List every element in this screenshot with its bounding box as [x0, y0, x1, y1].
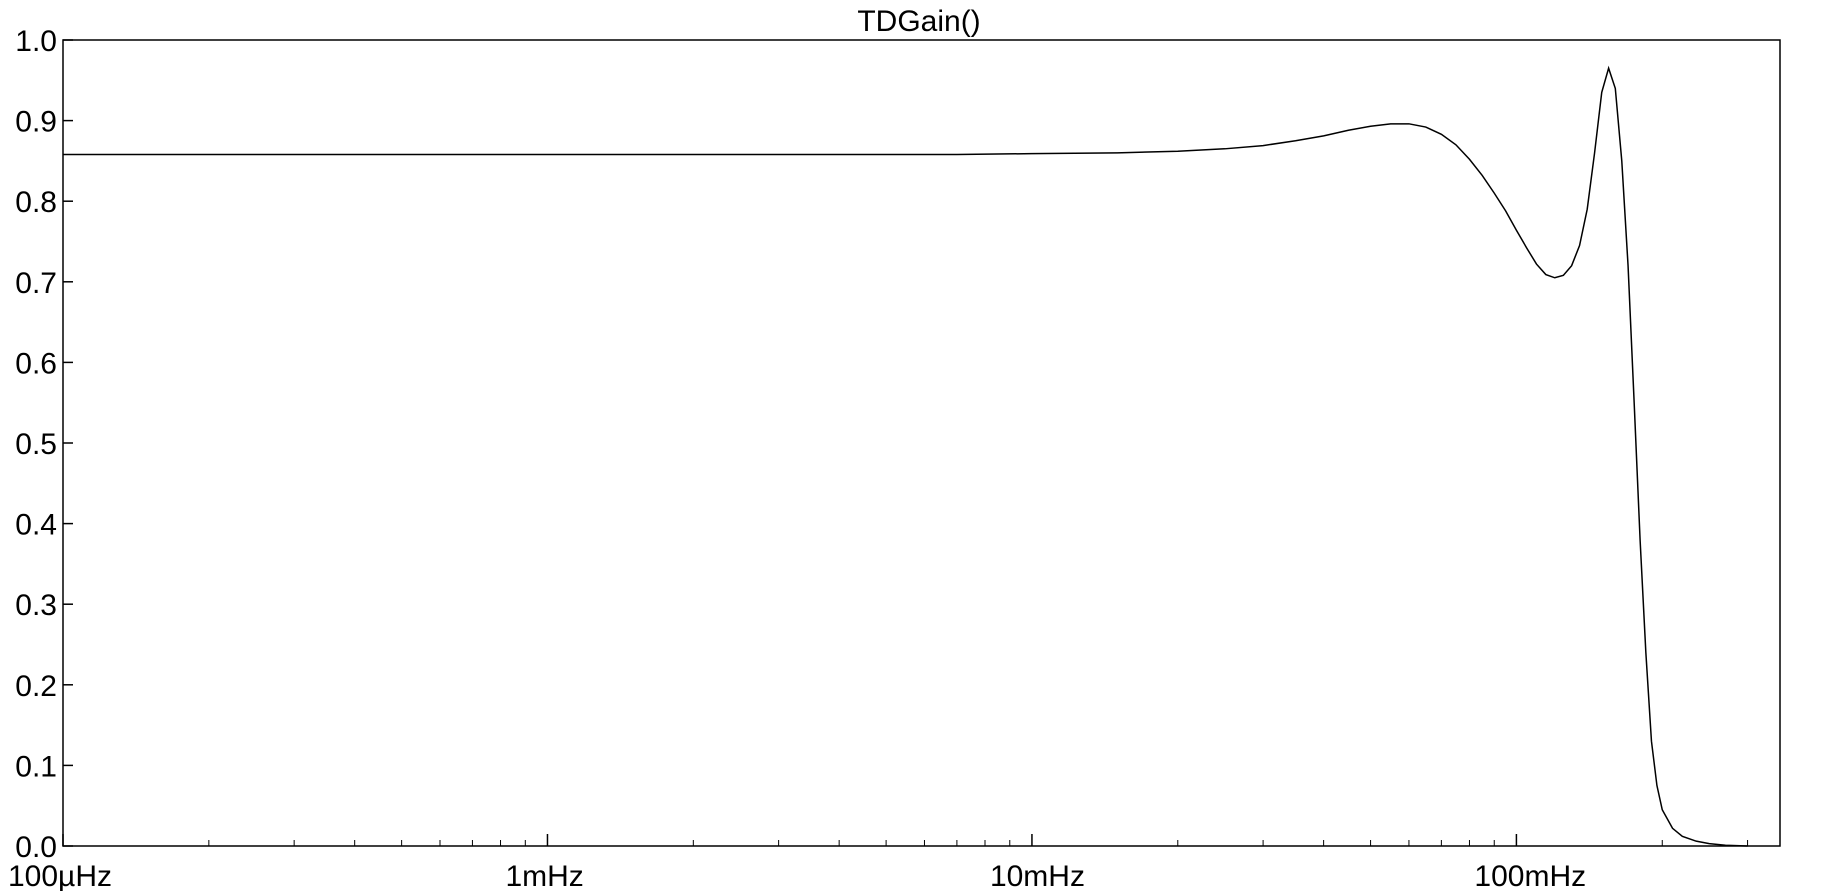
y-tick-label: 0.1 [15, 750, 57, 783]
y-tick-label: 0.2 [15, 670, 57, 703]
y-tick-label: 0.4 [15, 509, 57, 542]
series-line [63, 65, 1748, 847]
chart-title: TDGain() [857, 5, 980, 38]
x-tick-label: 1mHz [505, 860, 583, 891]
x-axis: 100µHz 1mHz 10mHz 100mHz [8, 834, 1749, 891]
y-tick-label: 0.8 [15, 186, 57, 219]
y-tick-label: 0.5 [15, 428, 57, 461]
x-tick-label: 100mHz [1474, 860, 1586, 891]
x-tick-label: 100µHz [8, 860, 112, 891]
y-tick-label: 0.6 [15, 347, 57, 380]
x-tick-label: 10mHz [990, 860, 1085, 891]
y-tick-label: 0.0 [15, 831, 57, 864]
y-tick-label: 1.0 [15, 25, 57, 58]
plot-frame [62, 39, 1781, 847]
y-tick-label: 0.7 [15, 267, 57, 300]
y-tick-label: 0.3 [15, 589, 57, 622]
y-tick-label: 0.9 [15, 106, 57, 139]
y-axis: 0.0 0.1 0.2 0.3 0.4 0.5 0.6 0.7 0.8 0.9 1.0 [15, 25, 73, 864]
